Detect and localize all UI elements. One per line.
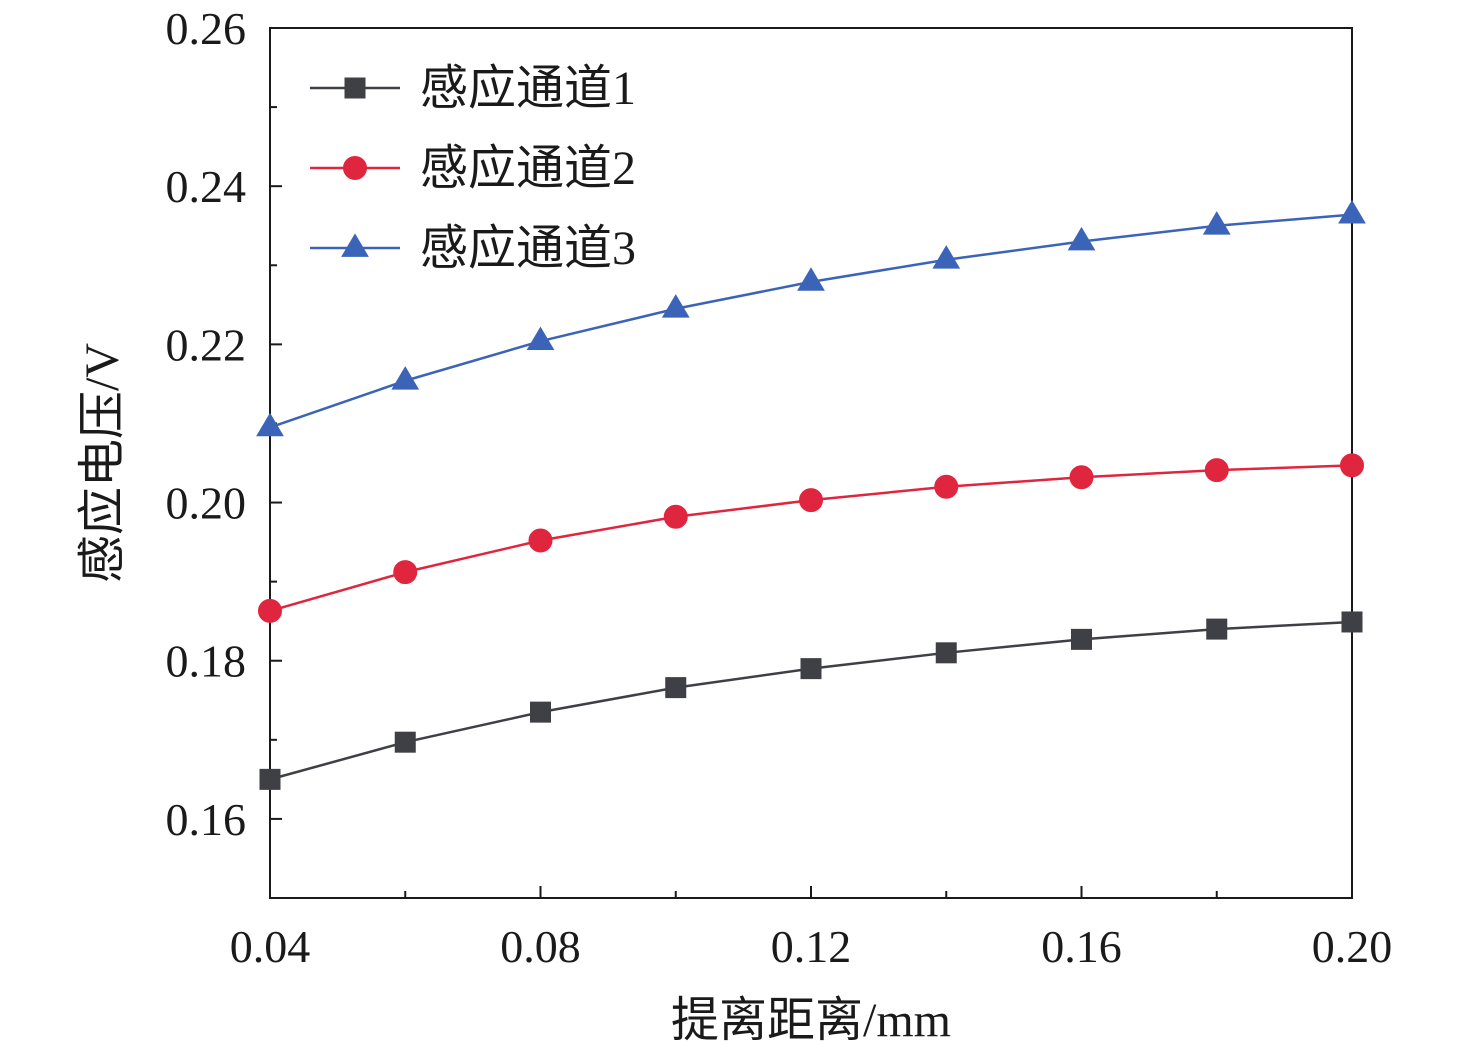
x-tick-label: 0.20: [1312, 921, 1393, 972]
series-1-point: [800, 658, 822, 680]
legend-item: 感应通道3: [310, 222, 636, 275]
legend-item: 感应通道2: [310, 142, 636, 195]
legend-label: 感应通道3: [420, 222, 636, 275]
x-tick-label: 0.08: [500, 921, 581, 972]
legend-marker: [344, 77, 366, 99]
axis-tick-labels: 0.04 0.08 0.12 0.16 0.20 0.16 0.18 0.20 0.22 0.24…: [166, 3, 1393, 972]
series-2-point: [799, 488, 823, 513]
series-3-point: [661, 294, 690, 318]
series-2-point: [258, 598, 282, 623]
series-2-point: [663, 504, 688, 529]
series-1-point: [259, 768, 281, 790]
series-2-point: [393, 560, 418, 585]
series-3-point: [256, 412, 284, 437]
y-tick-label: 0.20: [166, 478, 247, 529]
series-3-point: [932, 245, 961, 269]
series-3-point: [797, 267, 825, 291]
series-1-point: [394, 731, 416, 753]
series-1-line: [269, 620, 1353, 781]
y-axis-title: 感应电压/V: [76, 343, 129, 583]
series-2-point: [1204, 458, 1229, 483]
legend-label: 感应通道1: [420, 62, 636, 115]
x-tick-label: 0.04: [230, 921, 311, 972]
legend-label: 感应通道2: [420, 142, 636, 195]
y-tick-label: 0.18: [166, 636, 247, 687]
series-2-point: [934, 474, 959, 499]
series-1-point: [1341, 611, 1363, 633]
series-3-point: [391, 366, 420, 390]
series-2: [258, 453, 1364, 623]
y-tick-label: 0.26: [166, 3, 247, 54]
y-tick-label: 0.24: [166, 161, 247, 212]
series-3-point: [1338, 200, 1366, 224]
x-tick-label: 0.16: [1041, 921, 1122, 972]
series-3-point: [526, 326, 555, 351]
series-2-point: [528, 528, 553, 553]
data-series: [256, 200, 1366, 790]
legend-item: 感应通道1: [310, 62, 636, 115]
series-2-line: [269, 464, 1353, 613]
x-tick-label: 0.12: [771, 921, 852, 972]
series-2-point: [1340, 453, 1364, 478]
legend-marker: [341, 233, 369, 257]
legend-marker: [343, 156, 367, 180]
series-1-point: [665, 677, 687, 699]
y-tick-label: 0.22: [166, 319, 247, 370]
series-1-point: [935, 642, 957, 664]
y-tick-label: 0.16: [166, 794, 247, 845]
series-1-point: [1071, 628, 1092, 650]
series-1-point: [1206, 618, 1228, 640]
legend: 感应通道1 感应通道2 感应通道3: [310, 62, 636, 275]
series-3: [256, 200, 1366, 437]
x-axis-title: 提离距离/mm: [671, 994, 951, 1047]
series-2-point: [1069, 465, 1094, 490]
series-1-point: [530, 701, 551, 723]
series-3-point: [1202, 211, 1231, 235]
axis-ticks: [269, 27, 1353, 899]
series-1: [259, 611, 1363, 790]
series-3-point: [1067, 226, 1096, 251]
